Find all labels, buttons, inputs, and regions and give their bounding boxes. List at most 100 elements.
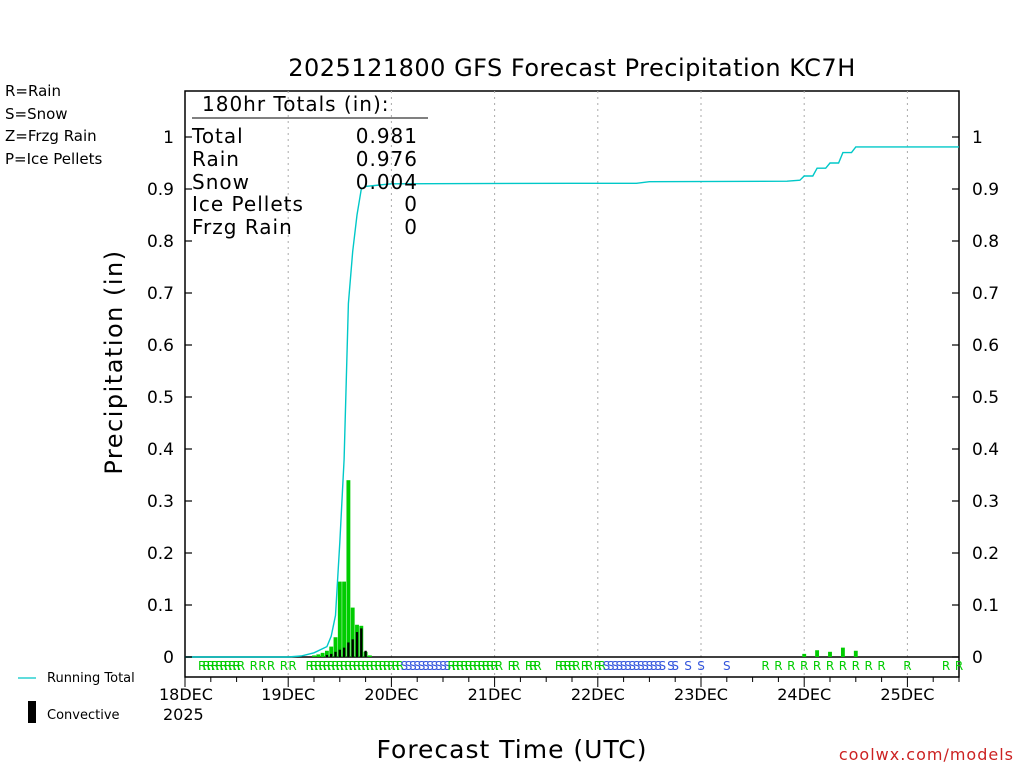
precip-type-marker-86: S (654, 659, 662, 673)
precip-type-marker-28: R (361, 659, 369, 673)
precip-type-marker-20: R (327, 659, 335, 673)
precip-type-marker-62: R (525, 659, 533, 673)
precip-bar-2 (320, 652, 325, 657)
y-tick-label-left-6: 0.6 (147, 336, 174, 356)
y-tick-label-right-3: 0.3 (972, 492, 999, 512)
precip-type-marker-99: R (839, 659, 847, 673)
convective-bar-3 (338, 649, 341, 657)
precip-type-marker-7: R (228, 659, 236, 673)
precip-type-marker-50: R (456, 659, 464, 673)
precip-type-marker-103: R (903, 659, 911, 673)
precip-type-marker-67: R (564, 659, 572, 673)
precip-type-marker-72: R (594, 659, 602, 673)
precip-type-marker-63: R (529, 659, 537, 673)
precip-type-marker-6: R (224, 659, 232, 673)
convective-bar-4 (342, 647, 346, 657)
precip-type-marker-64: R (533, 659, 541, 673)
precip-type-marker-58: R (490, 659, 498, 673)
totals-snow-label: Snow (192, 170, 250, 194)
precip-type-marker-66: R (559, 659, 567, 673)
precip-type-marker-5: R (220, 659, 228, 673)
grid (185, 91, 959, 677)
precip-type-marker-71: R (585, 659, 593, 673)
convective-bar-0 (325, 654, 329, 657)
totals-heading: 180hr Totals (in): (202, 92, 390, 116)
precip-type-marker-56: R (482, 659, 490, 673)
precip-type-marker-97: R (813, 659, 821, 673)
y-tick-label-right-9: 0.9 (972, 180, 999, 200)
precip-type-marker-55: R (478, 659, 486, 673)
precip-type-marker-15: R (306, 659, 314, 673)
precip-type-marker-49: R (452, 659, 460, 673)
precip-type-marker-89: S (671, 659, 679, 673)
running-total-series (185, 146, 959, 658)
totals-snow-value: 0.004 (356, 170, 418, 194)
y-axis: 0 00.1 0.10.2 0.20.3 0.30.4 0.40.5 0.50.6 0.60.… (147, 128, 999, 668)
precip-type-marker-73: R (598, 659, 606, 673)
precip-type-marker-9: R (237, 659, 245, 673)
precip-type-marker-24: R (344, 659, 352, 673)
precip-bar-14 (802, 653, 807, 657)
series-legend: Running Total Convective (18, 671, 135, 723)
chart-title: 2025121800 GFS Forecast Precipitation KC… (288, 54, 856, 82)
y-tick-label-left-2: 0.2 (147, 544, 174, 564)
y-tick-label-left-7: 0.7 (147, 284, 174, 304)
precip-bar-6 (337, 581, 342, 657)
precip-type-marker-33: R (383, 659, 391, 673)
x-tick-label-4: 22DEC (571, 685, 625, 704)
precip-type-marker-23: R (340, 659, 348, 673)
precip-type-marker-31: R (374, 659, 382, 673)
precip-type-marker-98: R (826, 659, 834, 673)
y-tick-label-right-2: 0.2 (972, 544, 999, 564)
precip-type-marker-53: R (469, 659, 477, 673)
x-tick-label-7: 25DEC (880, 685, 934, 704)
precip-type-marker-59: R (495, 659, 503, 673)
totals-rain-label: Rain (192, 147, 240, 171)
precip-bars (312, 480, 858, 657)
y-tick-label-left-9: 0.9 (147, 180, 174, 200)
precip-type-marker-30: R (370, 659, 378, 673)
precip-type-marker-21: R (331, 659, 339, 673)
precip-type-marker-29: R (366, 659, 374, 673)
y-tick-label-right-1: 0.1 (972, 596, 999, 616)
y-tick-label-left-4: 0.4 (147, 440, 174, 460)
precip-type-marker-27: R (357, 659, 365, 673)
x-tick-label-6: 24DEC (777, 685, 831, 704)
x-tick-sublabel-0: 2025 (163, 705, 204, 724)
precip-type-marker-13: R (280, 659, 288, 673)
precip-bar-1 (316, 654, 321, 657)
precip-type-marker-45: S (435, 659, 443, 673)
y-tick-label-right-10: 1 (972, 128, 983, 148)
precip-type-marker-40: S (413, 659, 421, 673)
precip-bar-16 (828, 651, 832, 657)
plot-frame (184, 90, 960, 678)
y-tick-label-right-7: 0.7 (972, 284, 999, 304)
precip-type-marker-36: R (396, 659, 404, 673)
precip-bar-7 (342, 581, 347, 657)
precip-type-marker-60: R (508, 659, 516, 673)
precip-type-marker-81: S (633, 659, 641, 673)
precip-bar-9 (350, 607, 355, 657)
x-axis-label: Forecast Time (UTC) (377, 735, 648, 764)
precip-type-marker-85: S (650, 659, 658, 673)
precip-type-marker-76: S (611, 659, 619, 673)
precip-type-marker-32: R (379, 659, 387, 673)
precip-bar-17 (840, 647, 845, 657)
precip-type-marker-54: R (473, 659, 481, 673)
precip-type-marker-18: R (318, 659, 326, 673)
precip-bar-13 (367, 655, 372, 657)
y-tick-label-left-1: 0.1 (147, 596, 174, 616)
precip-type-marker-8: R (232, 659, 240, 673)
precip-type-marker-69: R (572, 659, 580, 673)
precip-type-marker-75: S (607, 659, 615, 673)
x-tick-label-5: 23DEC (674, 685, 728, 704)
precip-type-marker-42: S (422, 659, 430, 673)
convective-legend-label: Convective (47, 708, 120, 723)
y-tick-label-left-5: 0.5 (147, 388, 174, 408)
precip-bar-8 (346, 480, 351, 657)
precip-type-marker-34: R (387, 659, 395, 673)
precip-type-marker-79: S (624, 659, 632, 673)
precip-type-marker-90: S (684, 659, 692, 673)
precip-type-marker-93: R (761, 659, 769, 673)
